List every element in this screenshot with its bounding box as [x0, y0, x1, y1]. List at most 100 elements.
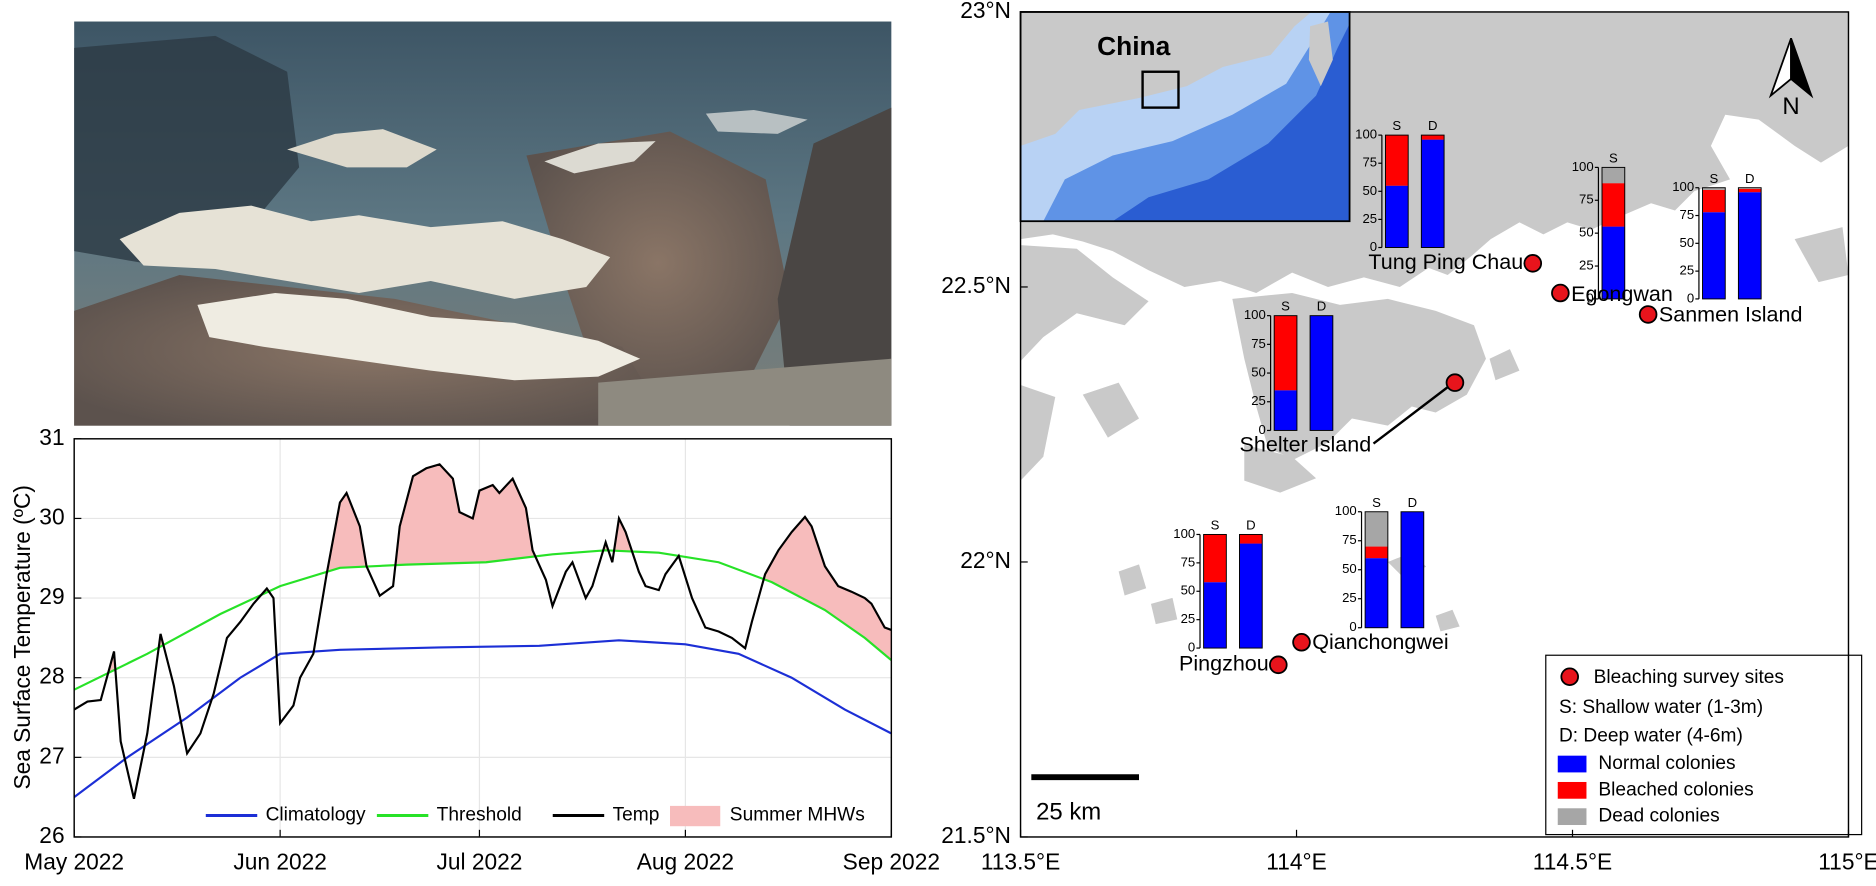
bar-category-label: D	[1317, 299, 1327, 314]
bar-segment	[1365, 546, 1388, 559]
mini-tick-label: 25	[1342, 590, 1357, 605]
bar-segment	[1365, 511, 1388, 547]
series-line	[73, 639, 892, 799]
y-tick-label: 22.5°N	[941, 272, 1011, 298]
site-marker	[1523, 254, 1543, 273]
y-tick-label: 23°N	[960, 0, 1011, 23]
y-tick-label: 21.5°N	[941, 822, 1011, 848]
bar-category-label: S	[1609, 150, 1618, 165]
site-label: Sanmen Island	[1659, 302, 1803, 326]
bar-segment	[1702, 212, 1726, 299]
series-line	[73, 549, 893, 691]
bar-outline	[1420, 134, 1445, 248]
bar-outline	[1203, 533, 1227, 649]
mini-tick-label: 25	[1181, 611, 1196, 626]
bar-category-label: D	[1246, 518, 1256, 533]
legend-label: Dead colonies	[1598, 806, 1719, 827]
legend-label: Normal colonies	[1598, 753, 1735, 774]
bar-segment	[1702, 189, 1726, 213]
x-tick-label: May 2022	[24, 848, 124, 874]
bar-category-label: D	[1745, 171, 1755, 186]
site-marker	[1445, 373, 1465, 392]
bar-outline	[1309, 315, 1334, 431]
legend-note: S: Shallow water (1-3m)	[1559, 697, 1763, 718]
y-tick-label: 26	[39, 822, 64, 848]
bar-segment	[1203, 534, 1227, 583]
series-line	[73, 463, 892, 799]
mini-tick-label: 0	[1349, 619, 1356, 634]
mini-tick-label: 0	[1188, 640, 1195, 655]
mini-tick-label: 0	[1259, 422, 1266, 437]
bar-segment	[1738, 192, 1762, 299]
legend-label: Climatology	[266, 805, 366, 826]
scale-label: 25 km	[1036, 798, 1101, 825]
y-tick-label: 29	[39, 583, 64, 609]
site-label: Tung Ping Chau	[1368, 250, 1523, 274]
bar-category-label: D	[1428, 118, 1438, 133]
bar-segment	[1385, 185, 1409, 248]
coral-photo	[74, 21, 892, 426]
legend-label: Bleached colonies	[1598, 779, 1753, 800]
mini-tick-label: 100	[1335, 503, 1357, 518]
bar-segment	[1274, 315, 1297, 391]
legend-swatch	[1557, 808, 1587, 826]
bar-outline	[1384, 134, 1409, 248]
bar-segment	[1239, 543, 1263, 649]
mini-tick-label: 25	[1579, 258, 1594, 273]
inset-map	[1019, 11, 1351, 223]
mini-tick-label: 75	[1181, 554, 1196, 569]
map-overlay: 113.5°E 114°E 114.5°E 115°E 21.5°N 22°N 22.5°N…	[941, 0, 1876, 874]
mini-tick-label: 75	[1342, 532, 1357, 547]
bar-segment	[1274, 390, 1297, 431]
map-frame	[1019, 11, 1850, 838]
bar-segment	[1602, 167, 1625, 184]
mini-tick-label: 75	[1680, 207, 1695, 222]
legend-swatch	[1557, 781, 1587, 799]
bar-outline	[1737, 187, 1762, 300]
mini-tick-label: 0	[1687, 290, 1694, 305]
x-tick-label: Jun 2022	[233, 848, 327, 874]
bar-category-label: S	[1372, 495, 1381, 510]
bar-outline	[1364, 511, 1389, 629]
north-label: N	[1782, 93, 1799, 120]
bar-category-label: S	[1281, 299, 1290, 314]
mini-tick-label: 50	[1342, 561, 1357, 576]
bar-category-label: D	[1408, 495, 1418, 510]
mini-tick-label: 75	[1362, 155, 1377, 170]
legend-swatch	[1557, 755, 1587, 773]
site-label: Egongwan	[1571, 282, 1673, 306]
site-label: Pingzhou	[1179, 652, 1269, 676]
mini-tick-label: 100	[1173, 526, 1195, 541]
y-tick-label: 27	[39, 742, 64, 768]
bar-segment	[1602, 183, 1625, 227]
mini-tick-label: 50	[1181, 583, 1196, 598]
mini-tick-label: 100	[1355, 127, 1377, 142]
y-tick-label: 31	[39, 424, 64, 450]
leader-line	[1372, 381, 1455, 445]
y-tick-label: 30	[39, 503, 64, 529]
north-arrow	[1768, 37, 1814, 99]
legend-note: D: Deep water (4-6m)	[1559, 726, 1743, 747]
legend-label: Threshold	[437, 805, 522, 826]
x-tick-label: Aug 2022	[637, 848, 734, 874]
plot-frame	[73, 438, 893, 838]
bar-outline	[1273, 315, 1298, 431]
site-marker	[1551, 283, 1570, 303]
legend-label: Summer MHWs	[730, 805, 865, 826]
bar-segment	[1203, 582, 1227, 649]
mini-tick-label: 50	[1362, 183, 1377, 198]
mini-tick-label: 75	[1251, 336, 1266, 351]
bar-segment	[1421, 135, 1445, 140]
x-tick-label: Jul 2022	[436, 848, 522, 874]
x-tick-label: Sep 2022	[843, 848, 940, 874]
legend-swatch	[670, 805, 721, 827]
bar-outline	[1239, 533, 1263, 649]
bar-segment	[1239, 534, 1263, 544]
y-tick-label: 28	[39, 663, 64, 689]
site-marker	[1269, 655, 1288, 675]
bar-segment	[1365, 558, 1388, 628]
mini-tick-label: 25	[1362, 211, 1377, 226]
mini-tick-label: 25	[1680, 263, 1695, 278]
legend-label: Temp	[613, 805, 660, 826]
